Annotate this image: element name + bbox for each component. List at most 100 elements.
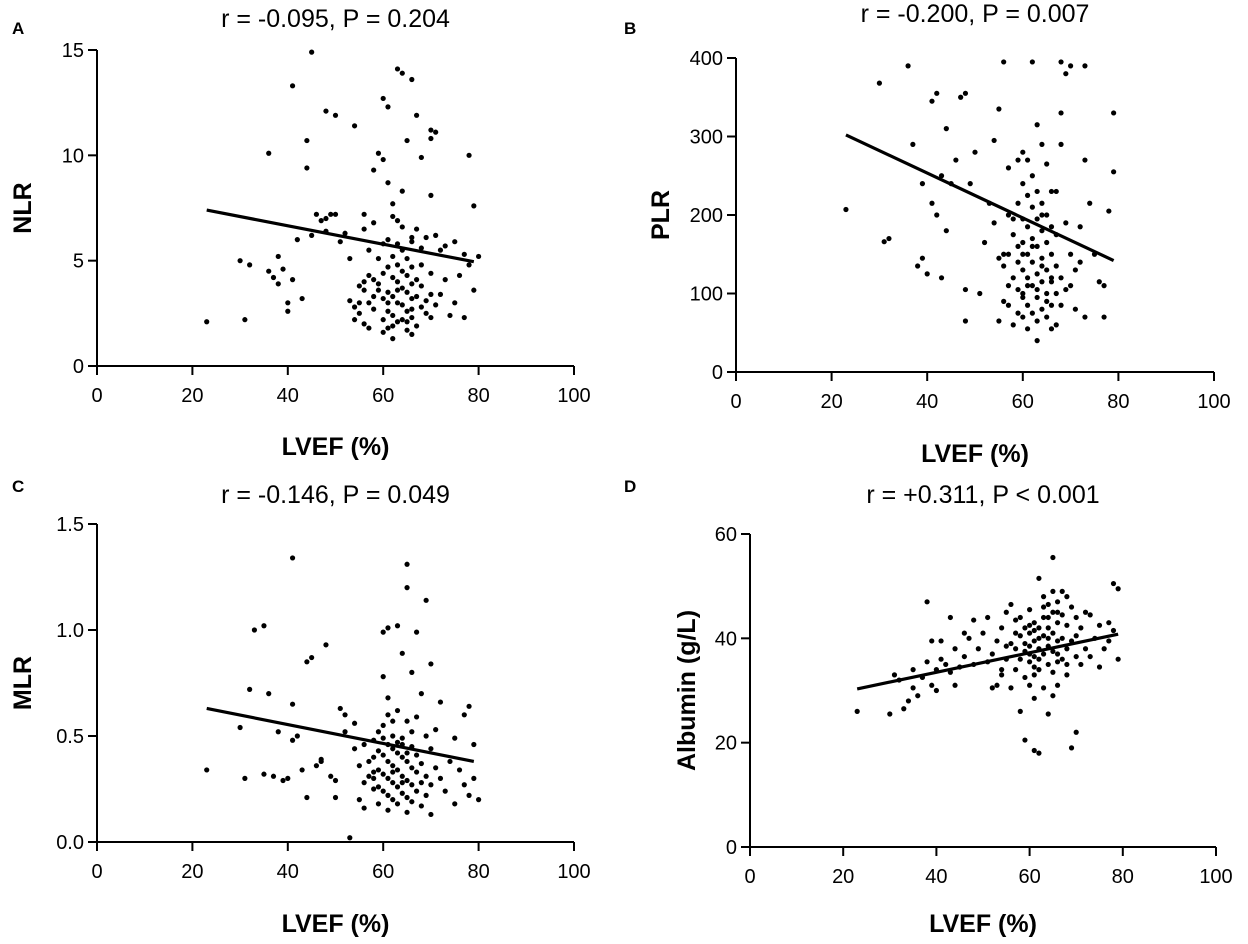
panel-b-data-point	[1082, 314, 1088, 320]
panel-d-data-point	[1096, 664, 1103, 670]
panel-d-data-point	[1115, 586, 1121, 592]
panel-a-data-point	[390, 274, 396, 281]
panel-c-data-point	[385, 695, 391, 701]
panel-c-data-point	[380, 771, 386, 777]
panel-b-data-point	[1010, 216, 1016, 222]
panel-a-data-point	[471, 287, 477, 293]
panel-b-data-point	[1029, 243, 1035, 249]
panel-d-data-point	[1013, 667, 1019, 673]
panel-a-data-point	[385, 289, 391, 295]
panel-b-data-point	[1005, 302, 1012, 308]
panel-b-data-point	[1048, 188, 1055, 195]
panel-c-data-point	[261, 771, 267, 777]
panel-d-y-tick-label: 60	[715, 524, 737, 546]
panel-c-data-point	[452, 735, 458, 741]
panel-b-data-point	[1053, 290, 1059, 297]
panel-d-data-point	[1003, 609, 1009, 615]
panel-d-data-point	[1078, 625, 1084, 631]
panel-a-data-point	[409, 281, 415, 287]
panel-b-data-point	[1044, 161, 1050, 167]
panel-c-data-point	[323, 642, 329, 648]
panel-b-data-point	[1029, 310, 1035, 316]
panel-d-data-point	[1045, 614, 1051, 621]
panel-a-data-point	[375, 150, 382, 156]
panel-c-letter: C	[12, 477, 24, 496]
panel-c-data-point	[375, 748, 382, 754]
panel-d-data-point	[961, 630, 967, 636]
panel-d-data-point	[1054, 609, 1061, 615]
panel-b-letter: B	[624, 19, 636, 38]
panel-a-data-point	[385, 180, 391, 186]
panel-c-data-point	[289, 737, 296, 743]
panel-a-data-point	[313, 211, 320, 217]
panel-d-data-point	[1003, 643, 1009, 649]
panel-d-data-point	[1036, 635, 1042, 641]
panel-d-data-point	[1054, 599, 1061, 605]
panel-b-data-point	[1024, 192, 1031, 198]
panel-b-data-point	[1072, 267, 1078, 273]
panel-d-data-point	[1031, 695, 1037, 701]
panel-a-data-point	[361, 226, 367, 232]
panel-d-data-point	[1040, 614, 1047, 621]
panel-c-data-point	[390, 797, 396, 803]
panel-a-data-point	[275, 281, 281, 287]
panel-c-data-point	[428, 661, 434, 667]
panel-b-data-point	[1020, 314, 1026, 320]
panel-d-data-point	[1017, 708, 1023, 714]
panel-c-data-point	[366, 773, 372, 779]
panel-d-data-point	[1054, 651, 1061, 657]
panel-b-data-point	[1068, 283, 1074, 289]
panel-a-data-point	[366, 247, 372, 253]
panel-a-data-point	[356, 283, 362, 289]
panel-a-data-point	[361, 287, 367, 293]
panel-c-data-point	[409, 799, 415, 805]
panel-d-x-label: LVEF (%)	[929, 910, 1037, 938]
panel-a-data-point	[380, 270, 386, 276]
panel-d-data-point	[1031, 638, 1037, 644]
panel-b-data-point	[1020, 181, 1026, 187]
panel-c-data-point	[394, 750, 401, 756]
panel-c-data-point	[289, 555, 296, 561]
panel-b-data-point	[1111, 169, 1117, 175]
panel-b-data-point	[1024, 275, 1031, 281]
panel-c-x-tick-label: 0	[91, 861, 102, 883]
panel-b-y-tick-label: 200	[690, 205, 723, 227]
panel-a-data-point	[390, 293, 396, 300]
panel-c-data-point	[394, 707, 401, 714]
panel-b-y-tick-label: 300	[690, 127, 723, 149]
panel-c-data-point	[413, 788, 420, 794]
panel-a-data-point	[385, 325, 391, 331]
panel-c-y-tick-label: 0.5	[56, 726, 84, 748]
panel-b-data-point	[1001, 263, 1007, 269]
panel-a-data-point	[409, 76, 415, 83]
panel-b-y-tick-label: 0	[712, 362, 723, 384]
panel-b-data-point	[1044, 298, 1050, 304]
panel-b-data-point	[1020, 149, 1026, 155]
panel-c-data-point	[237, 724, 243, 731]
panel-c-data-point	[404, 758, 410, 765]
panel-a-data-point	[323, 215, 329, 222]
panel-d-data-point	[1040, 633, 1047, 639]
panel-c-data-point	[394, 784, 401, 790]
panel-a-data-point	[390, 312, 396, 319]
panel-c-data-point	[304, 794, 310, 801]
panel-a-data-point	[342, 230, 348, 236]
panel-a-data-point	[361, 279, 367, 285]
panel-d-data-point	[933, 687, 940, 694]
panel-b-data-point	[1039, 255, 1045, 261]
panel-b-data-point	[929, 98, 935, 104]
panel-a-data-point	[289, 83, 296, 89]
panel-d-data-point	[1045, 711, 1051, 717]
panel-b-data-point	[1010, 232, 1016, 238]
panel-a-data-point	[476, 253, 482, 260]
panel-a-data-point	[394, 287, 401, 293]
panel-b-data-point	[929, 200, 935, 206]
panel-a-data-point	[418, 262, 424, 268]
panel-b-data-point	[1068, 63, 1074, 69]
panel-b-data-point	[1087, 200, 1093, 206]
panel-b-x-tick-label: 20	[820, 391, 842, 413]
panel-a-data-point	[409, 295, 415, 302]
panel-a-data-point	[380, 329, 386, 335]
panel-d-y-label: Albumin (g/L)	[673, 610, 701, 771]
panel-c-data-point	[309, 654, 315, 661]
